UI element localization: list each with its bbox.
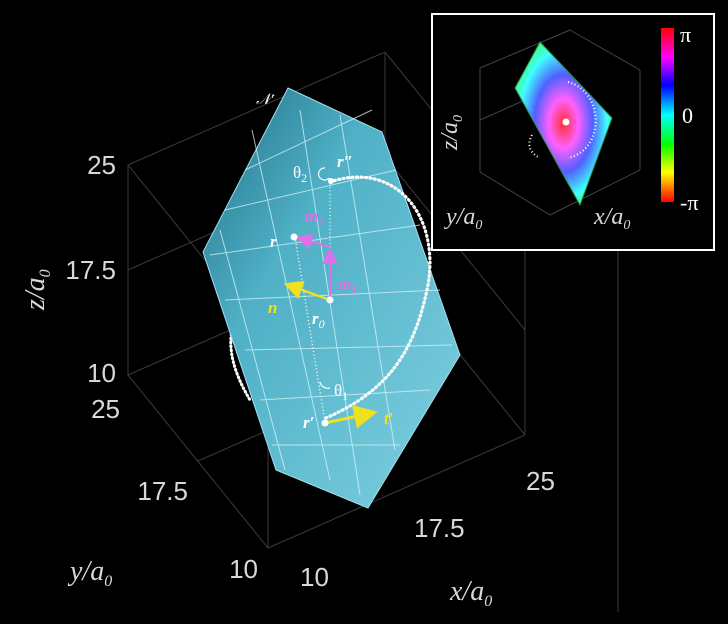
n-label: n bbox=[268, 298, 277, 317]
dotted-loop bbox=[324, 175, 432, 420]
m2-arrow bbox=[296, 233, 331, 250]
m1-label: m1 bbox=[338, 274, 357, 296]
z-axis-label: z/a0 bbox=[20, 269, 54, 311]
t-prime-arrow bbox=[324, 405, 378, 429]
inset-z-label: z/a0 bbox=[437, 115, 466, 151]
inset-colorbar bbox=[661, 28, 674, 202]
x-axis: 10 17.5 25 x/a0 bbox=[300, 466, 555, 610]
theta2-arc-icon bbox=[317, 167, 330, 181]
point-r bbox=[290, 233, 298, 241]
y-axis: 25 17.5 10 y/a0 bbox=[67, 394, 258, 590]
r-prime-label: r′ bbox=[303, 413, 314, 432]
x-tick-10: 10 bbox=[300, 562, 329, 592]
y-tick-17.5: 17.5 bbox=[137, 476, 188, 506]
inset-x-label: x/a0 bbox=[593, 204, 630, 233]
y-tick-25: 25 bbox=[91, 394, 120, 424]
x-tick-17.5: 17.5 bbox=[414, 513, 465, 543]
x-tick-25: 25 bbox=[526, 466, 555, 496]
theta2-label: θ2 bbox=[293, 163, 307, 185]
colorbar-mid-label: 0 bbox=[682, 103, 693, 128]
inset-y-label: y/a0 bbox=[444, 204, 482, 233]
r-double-prime-label: r″ bbox=[337, 152, 353, 171]
x-axis-label: x/a0 bbox=[449, 576, 492, 610]
z-axis: 25 17.5 10 z/a0 bbox=[20, 150, 116, 388]
point-r-prime bbox=[321, 419, 329, 427]
inset-center-point bbox=[562, 118, 570, 126]
plane-label: 𝒩′ bbox=[256, 92, 275, 108]
point-r0 bbox=[326, 296, 334, 304]
m2-label: m2 bbox=[305, 207, 324, 229]
n-arrow bbox=[283, 280, 331, 302]
colorbar-top-label: π bbox=[680, 22, 691, 47]
y-tick-10: 10 bbox=[229, 554, 258, 584]
t-prime-label: t′ bbox=[384, 409, 394, 428]
colorbar-bottom-label: -π bbox=[680, 190, 698, 215]
r0-label: r0 bbox=[312, 309, 325, 331]
point-r-double-prime bbox=[328, 178, 334, 184]
inset-panel: z/a0 y/a0 x/a0 π 0 -π bbox=[431, 13, 715, 251]
y-axis-label: y/a0 bbox=[67, 556, 112, 590]
theta1-arc-icon bbox=[319, 381, 331, 389]
z-tick-17.5: 17.5 bbox=[65, 255, 116, 285]
r-label: r bbox=[270, 232, 277, 251]
theta1-label: θ1 bbox=[334, 381, 348, 403]
z-tick-25: 25 bbox=[87, 150, 116, 180]
z-tick-10: 10 bbox=[87, 358, 116, 388]
